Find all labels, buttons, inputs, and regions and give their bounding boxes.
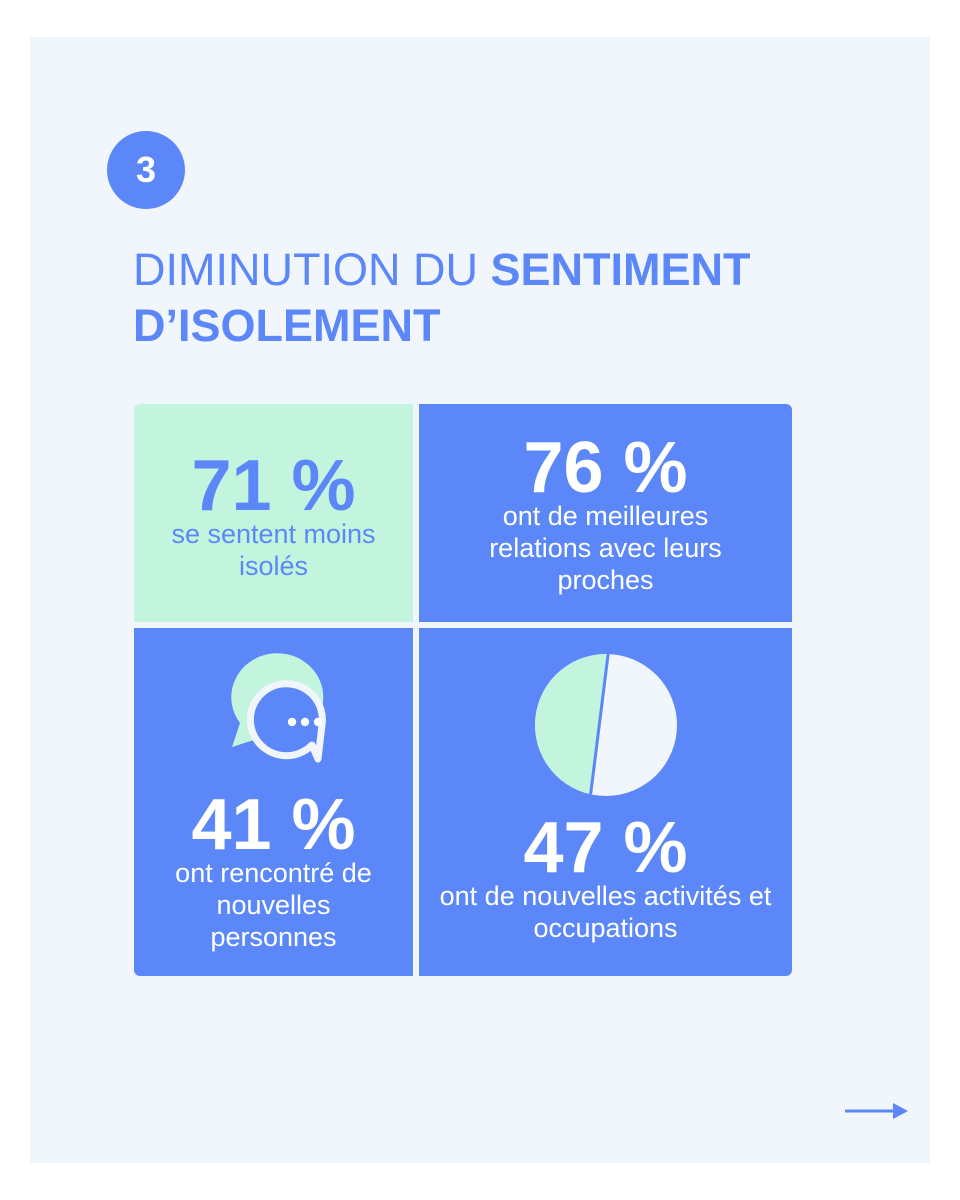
stat-value: 47 % <box>523 808 688 888</box>
stat-tile-better-relations: 76 % ont de meilleures relations avec le… <box>419 404 792 622</box>
stat-tile-new-activities: 47 % ont de nouvelles activités et occup… <box>419 628 792 976</box>
stat-value: 41 % <box>191 785 356 865</box>
step-number-badge: 3 <box>107 131 185 209</box>
title-bold-text: SENTIMENT D’ISOLEMENT <box>133 244 751 351</box>
title-light-text: DIMINUTION DU <box>133 244 478 295</box>
page-title: DIMINUTION DU SENTIMENT D’ISOLEMENT <box>133 242 833 354</box>
stat-value: 71 % <box>191 446 356 526</box>
stat-tile-less-isolated: 71 % se sentent moins isolés <box>134 404 413 622</box>
stat-value: 76 % <box>523 428 688 508</box>
stat-description: ont rencontré de nouvelles personnes <box>175 858 372 952</box>
stat-description: se sentent moins isolés <box>171 519 376 581</box>
stat-tile-new-people: 41 % ont rencontré de nouvelles personne… <box>134 628 413 976</box>
pie-chart-icon <box>535 653 677 796</box>
chat-bubbles-icon <box>231 653 326 763</box>
arrow-right-icon[interactable] <box>845 1100 909 1122</box>
stat-description: ont de meilleures relations avec leurs p… <box>489 501 722 595</box>
stat-description: ont de nouvelles activités et occupation… <box>439 881 772 943</box>
